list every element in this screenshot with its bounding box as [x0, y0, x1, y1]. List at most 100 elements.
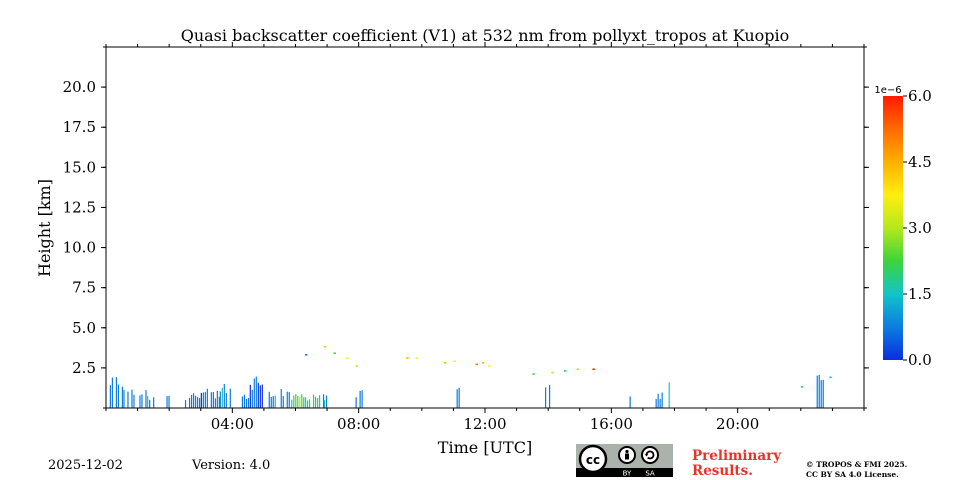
- chart-title: Quasi backscatter coefficient (V1) at 53…: [181, 26, 790, 45]
- signal-column: [259, 385, 261, 408]
- colorbar: [883, 96, 903, 360]
- signal-column: [306, 400, 309, 408]
- signal-column: [280, 389, 282, 408]
- signal-column: [655, 398, 657, 408]
- signal-speckle: [475, 363, 479, 366]
- x-tick-label: 12:00: [463, 415, 506, 433]
- signal-column: [194, 395, 197, 408]
- signal-column: [301, 394, 303, 408]
- signal-column: [299, 397, 301, 408]
- signal-column: [219, 391, 221, 408]
- signal-column: [288, 392, 290, 408]
- signal-column: [127, 391, 129, 408]
- svg-text:cc: cc: [586, 453, 600, 467]
- signal-column: [355, 397, 357, 408]
- y-tick-label: 7.5: [72, 279, 96, 297]
- signal-column: [198, 398, 201, 408]
- signal-column: [149, 399, 151, 408]
- signal-column: [291, 399, 293, 408]
- signal-column: [316, 398, 319, 408]
- signal-column: [323, 400, 326, 408]
- signal-column: [253, 378, 255, 408]
- signal-column: [202, 392, 204, 408]
- signal-speckle: [304, 354, 308, 356]
- signal-column: [133, 394, 135, 408]
- signal-speckle: [355, 365, 359, 367]
- signal-column: [123, 390, 125, 408]
- signal-column: [304, 397, 307, 408]
- signal-speckle: [532, 373, 535, 375]
- signal-column: [168, 395, 170, 408]
- signal-column: [221, 387, 223, 408]
- y-tick-label: 2.5: [72, 359, 96, 377]
- signal-column: [166, 396, 168, 408]
- signal-column: [245, 398, 248, 408]
- signal-column: [359, 390, 361, 408]
- signal-column: [458, 387, 460, 408]
- signal-column: [661, 392, 663, 408]
- signal-column: [115, 377, 117, 408]
- signal-speckle: [829, 376, 832, 379]
- plot-frame: [105, 46, 865, 409]
- signal-column: [257, 382, 259, 408]
- signal-speckle: [563, 370, 567, 372]
- colorbar-exponent-label: 1e−6: [874, 85, 901, 96]
- signal-column: [456, 389, 458, 408]
- signal-column: [117, 384, 119, 408]
- signal-column: [659, 398, 661, 408]
- y-tick-label: 15.0: [63, 158, 96, 176]
- signal-column: [303, 397, 305, 408]
- sa-share-icon: [641, 446, 659, 464]
- signal-speckle: [481, 362, 485, 364]
- signal-column: [822, 379, 824, 408]
- signal-column: [322, 394, 325, 408]
- x-tick-label: 20:00: [716, 415, 759, 433]
- signal-column: [141, 394, 143, 408]
- signal-column: [545, 387, 547, 408]
- signal-column: [668, 382, 670, 408]
- version-label: Version: 4.0: [192, 458, 271, 473]
- signal-column: [184, 400, 187, 408]
- signal-column: [293, 395, 295, 408]
- signal-column: [270, 397, 272, 408]
- signal-column: [206, 388, 208, 408]
- signal-column: [816, 375, 818, 408]
- signal-column: [272, 396, 274, 408]
- signal-column: [243, 394, 246, 408]
- colorbar-tick-label: 6.0: [908, 87, 932, 105]
- preliminary-results-notice: Preliminary Results.: [692, 449, 781, 479]
- signal-column: [139, 395, 141, 408]
- signal-speckle: [576, 368, 580, 370]
- signal-column: [549, 385, 551, 408]
- signal-column: [312, 394, 315, 408]
- signal-column: [229, 388, 231, 408]
- date-label: 2025-12-02: [48, 458, 123, 473]
- copyright-notice: © TROPOS & FMI 2025. CC BY SA 4.0 Licens…: [806, 460, 907, 480]
- signal-column: [249, 384, 251, 408]
- x-tick-label: 08:00: [337, 415, 380, 433]
- signal-column: [657, 393, 659, 408]
- signal-column: [255, 376, 257, 408]
- signal-speckle: [551, 371, 554, 374]
- badge-sa-text: SA: [645, 470, 655, 478]
- signal-column: [190, 394, 193, 408]
- signal-column: [153, 397, 155, 408]
- signal-column: [218, 396, 220, 408]
- signal-speckle: [800, 386, 804, 388]
- colorbar-tick-label: 3.0: [908, 219, 932, 237]
- preliminary-line-1: Preliminary: [692, 448, 782, 464]
- signal-column: [196, 397, 199, 408]
- signal-speckle: [415, 357, 419, 359]
- signal-speckle: [346, 357, 349, 359]
- signal-column: [325, 395, 328, 408]
- signal-column: [820, 380, 822, 408]
- x-axis-label: Time [UTC]: [438, 438, 532, 457]
- signal-column: [200, 392, 202, 408]
- signal-column: [147, 396, 149, 408]
- colorbar-tick-label: 1.5: [908, 285, 932, 303]
- signal-column: [241, 396, 244, 408]
- signal-speckle: [323, 346, 327, 348]
- x-tick-label: 04:00: [211, 415, 254, 433]
- signal-column: [261, 384, 263, 408]
